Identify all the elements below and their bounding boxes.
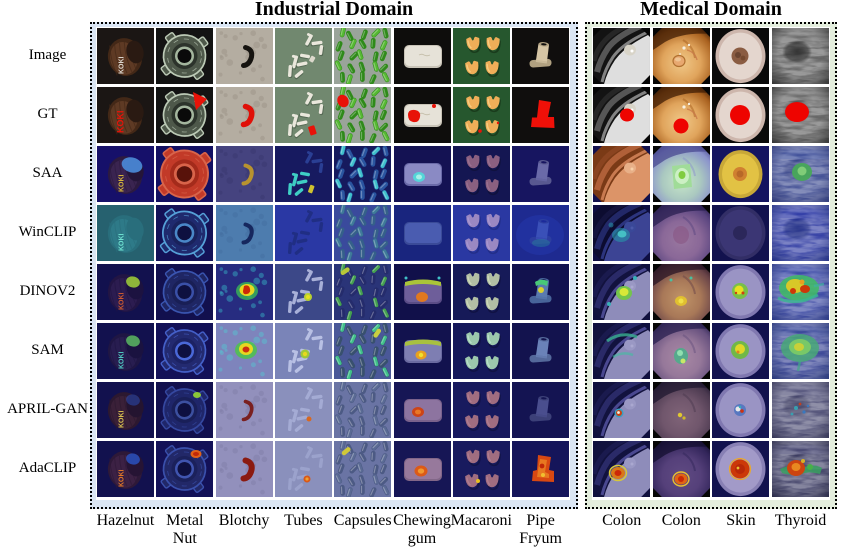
svg-text:KOKI: KOKI	[119, 56, 126, 74]
svg-text:KOKI: KOKI	[116, 111, 126, 133]
svg-text:KOKI: KOKI	[119, 234, 126, 252]
svg-text:KOKI: KOKI	[119, 352, 126, 370]
svg-text:KOKI: KOKI	[119, 470, 126, 488]
svg-text:KOKI: KOKI	[119, 293, 126, 311]
svg-text:KOKI: KOKI	[119, 411, 126, 429]
svg-text:KOKI: KOKI	[119, 175, 126, 193]
